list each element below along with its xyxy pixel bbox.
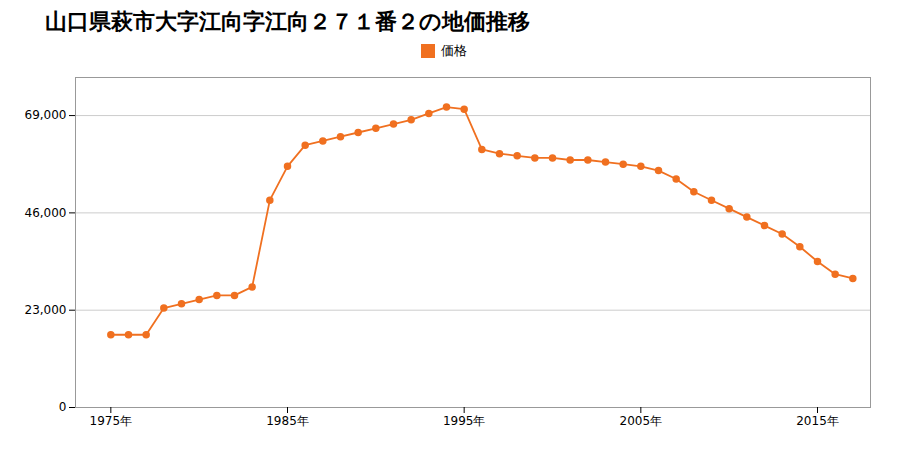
- svg-text:46,000: 46,000: [25, 206, 67, 220]
- html-text:価格: 価格: [441, 43, 467, 58]
- svg-text:2005年: 2005年: [620, 414, 663, 428]
- svg-text:0: 0: [59, 400, 67, 414]
- svg-text:1975年: 1975年: [90, 414, 133, 428]
- svg-text:1985年: 1985年: [266, 414, 309, 428]
- svg-text:69,000: 69,000: [25, 108, 67, 122]
- svg-text:23,000: 23,000: [25, 303, 67, 317]
- svg-text:2015年: 2015年: [796, 414, 839, 428]
- svg-text:1995年: 1995年: [443, 414, 486, 428]
- html-text:山口県萩市大字江向字江向２７１番２の地価推移: 山口県萩市大字江向字江向２７１番２の地価推移: [45, 9, 530, 34]
